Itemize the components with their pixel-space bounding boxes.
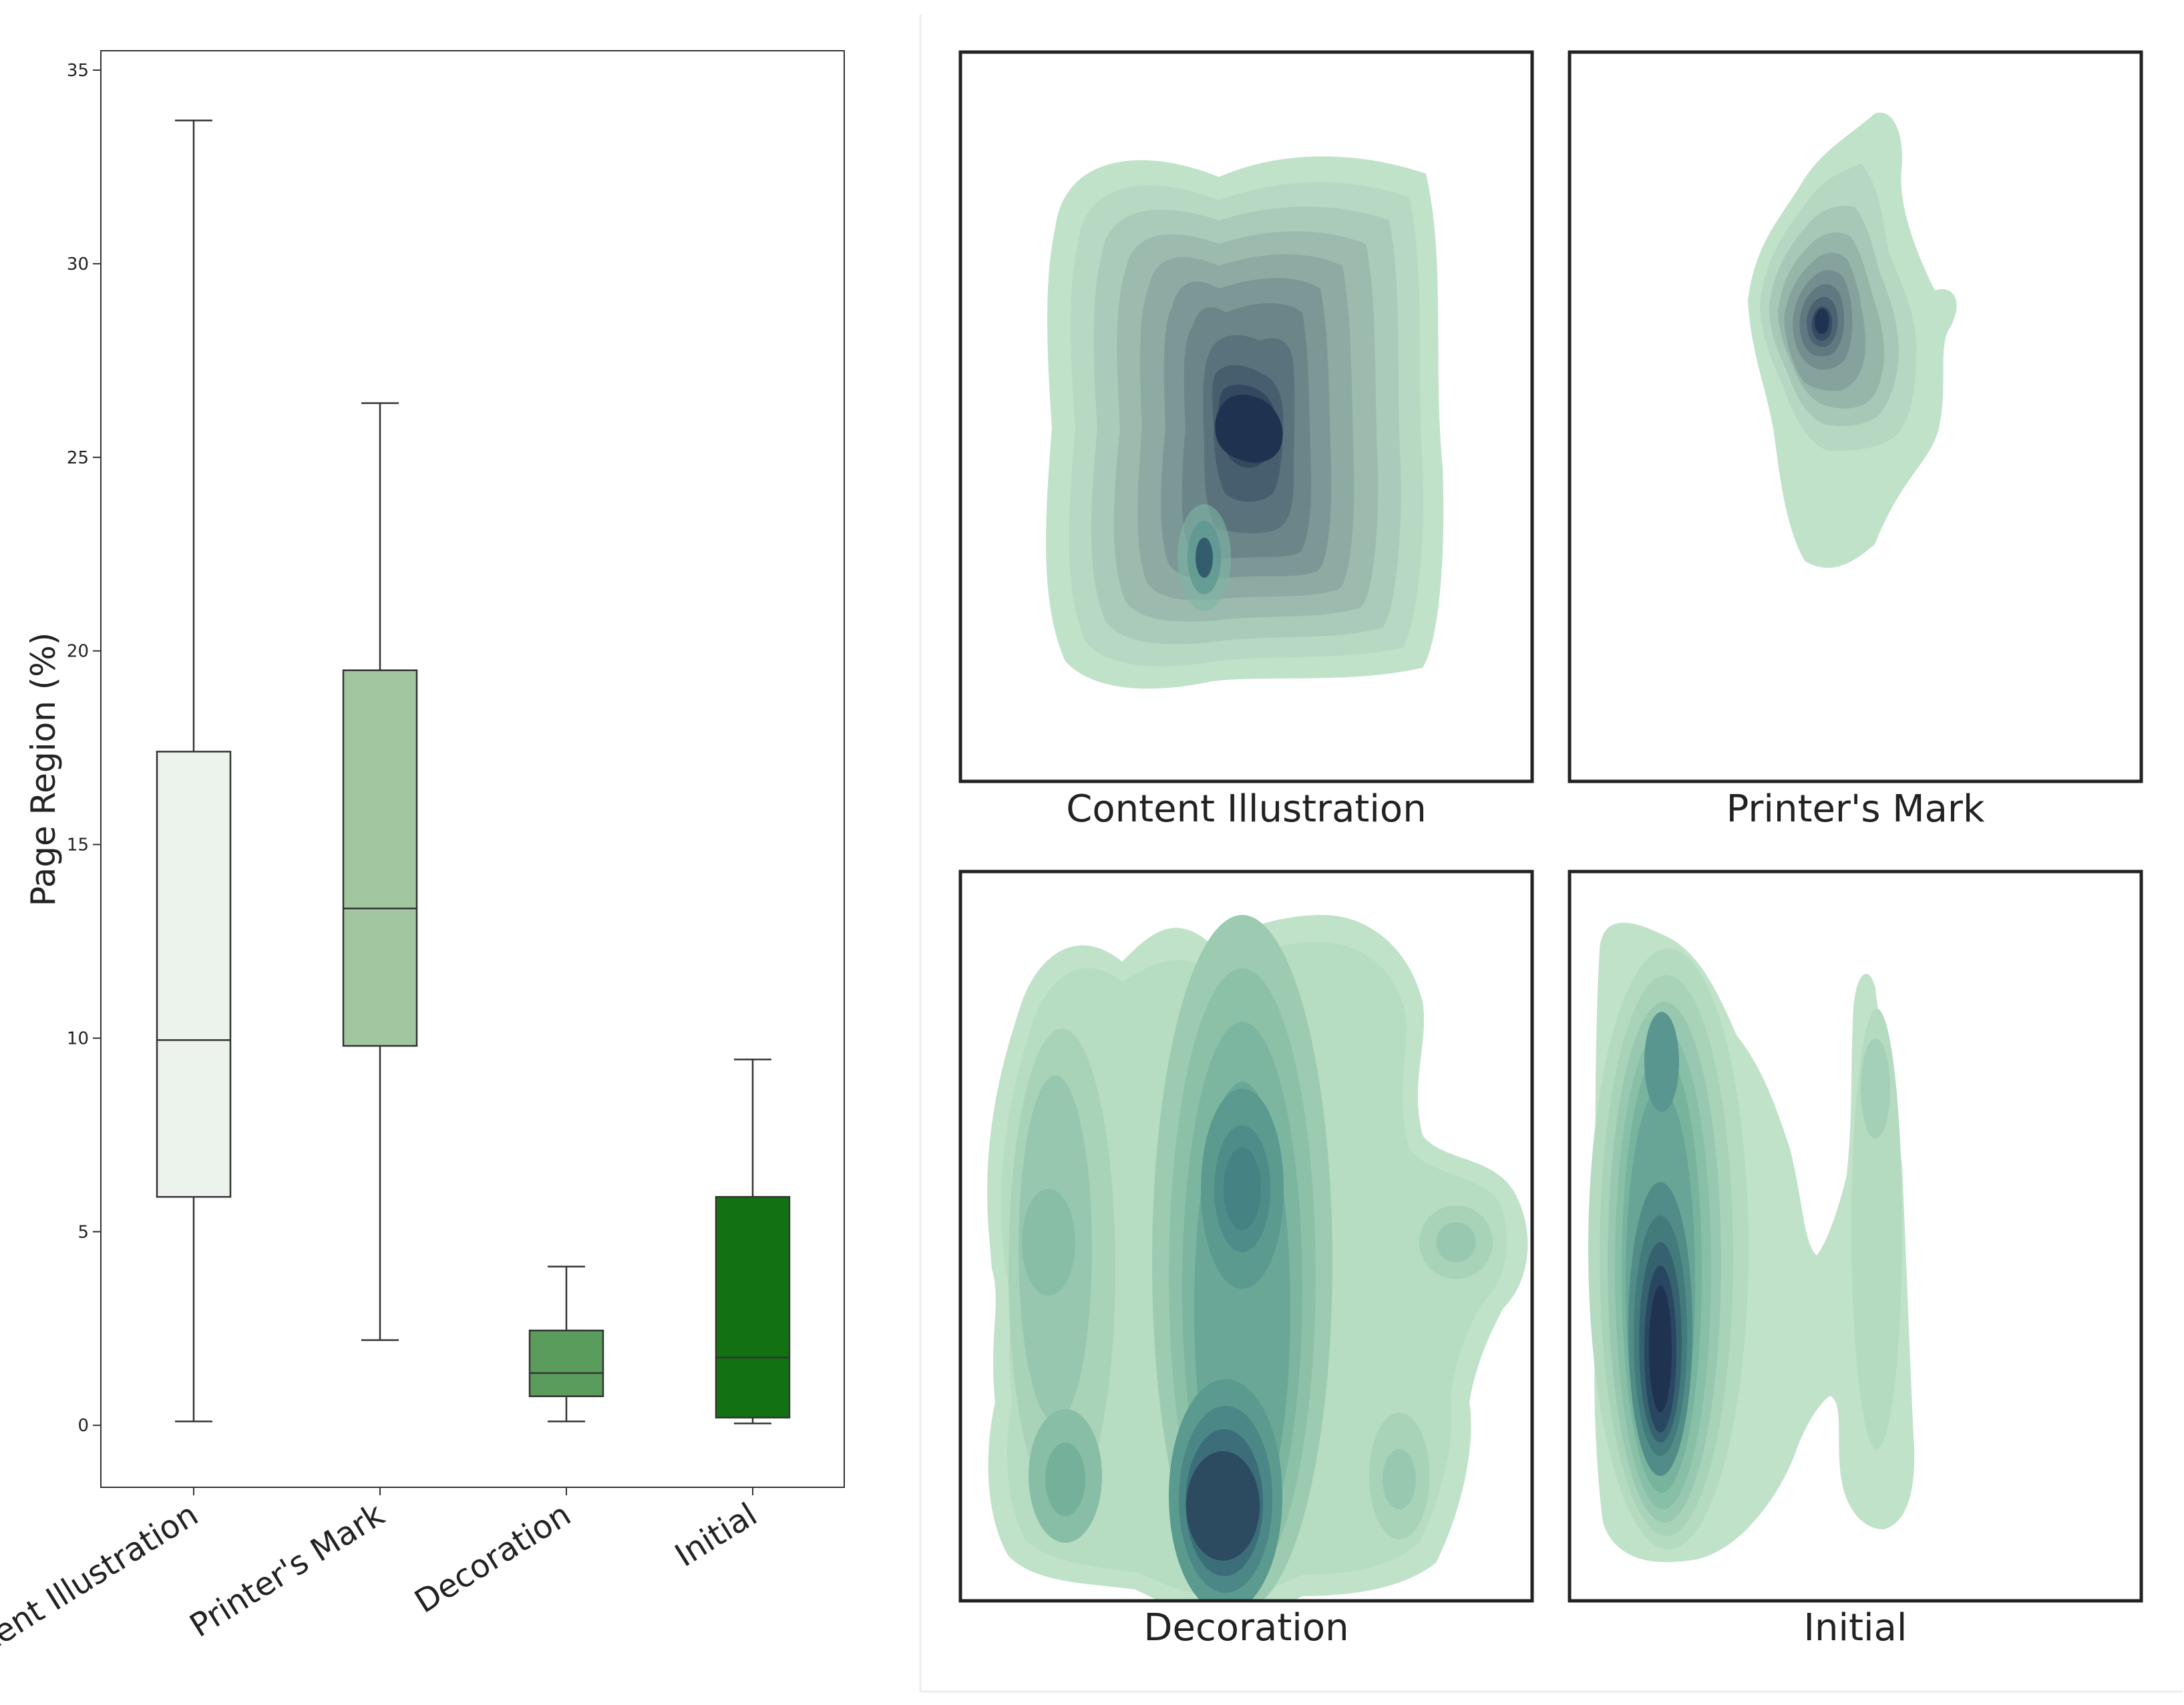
kde-contours bbox=[1748, 112, 1957, 568]
kde-lobe bbox=[1022, 1189, 1075, 1296]
box-iqr bbox=[528, 1329, 604, 1398]
box-series bbox=[156, 120, 791, 1425]
box-decoration bbox=[528, 1266, 604, 1423]
x-tick-label: Decoration bbox=[408, 1496, 577, 1621]
y-tick-label: 30 bbox=[67, 254, 89, 274]
panel-title: Initial bbox=[1804, 1606, 1907, 1650]
y-tick-label: 25 bbox=[67, 448, 89, 468]
kde-lobe bbox=[1436, 1222, 1476, 1262]
box-iqr bbox=[715, 1195, 791, 1418]
box-initial bbox=[715, 1059, 791, 1425]
density-panel-content-illustration: Content Illustration bbox=[958, 50, 1534, 831]
y-tick-label: 10 bbox=[67, 1028, 89, 1049]
y-tick-label: 15 bbox=[67, 835, 89, 856]
kde-lobe bbox=[1383, 1449, 1416, 1509]
kde-lobe bbox=[1861, 1038, 1890, 1139]
kde-lobe bbox=[1644, 1012, 1679, 1112]
kde-lobe bbox=[1649, 1286, 1672, 1412]
y-axis: 0 5 10 15 20 25 30 35 bbox=[67, 61, 101, 1436]
panel-border bbox=[958, 50, 1534, 783]
box-content-illustration bbox=[156, 120, 232, 1423]
panel-title: Decoration bbox=[1143, 1606, 1348, 1650]
kde-lobe bbox=[1045, 1443, 1085, 1516]
boxplot-chart: 0 5 10 15 20 25 30 35 Content IllustrationPrint… bbox=[0, 50, 845, 1691]
kde-lobe bbox=[1186, 1451, 1260, 1561]
y-axis-label: Page Region (%) bbox=[24, 632, 63, 907]
y-tick-label: 5 bbox=[77, 1222, 89, 1242]
y-tick-label: 20 bbox=[67, 642, 89, 662]
panel-title: Content Illustration bbox=[1066, 787, 1426, 831]
kde-contours bbox=[1046, 156, 1444, 689]
x-tick-label: Initial bbox=[669, 1496, 763, 1575]
x-tick-label: Printer's Mark bbox=[184, 1496, 391, 1645]
box-iqr bbox=[342, 669, 418, 1047]
panel-border bbox=[958, 870, 1534, 1603]
panel-border bbox=[1568, 870, 2143, 1603]
box-printer-s-mark bbox=[342, 402, 418, 1341]
density-panel-initial: Initial bbox=[1568, 870, 2143, 1650]
y-tick-label: 0 bbox=[77, 1416, 89, 1436]
y-tick-label: 35 bbox=[67, 61, 89, 81]
x-tick-label: Content Illustration bbox=[0, 1496, 204, 1691]
kde-lobe bbox=[1224, 1147, 1261, 1230]
panel-border bbox=[1568, 50, 2143, 783]
box-iqr bbox=[156, 751, 232, 1198]
kde-secondary-peak bbox=[1177, 504, 1231, 611]
density-panel-printers-mark: Printer's Mark bbox=[1568, 50, 2143, 831]
panel-title: Printer's Mark bbox=[1726, 787, 1985, 831]
density-panel-decoration: Decoration bbox=[958, 870, 1534, 1650]
